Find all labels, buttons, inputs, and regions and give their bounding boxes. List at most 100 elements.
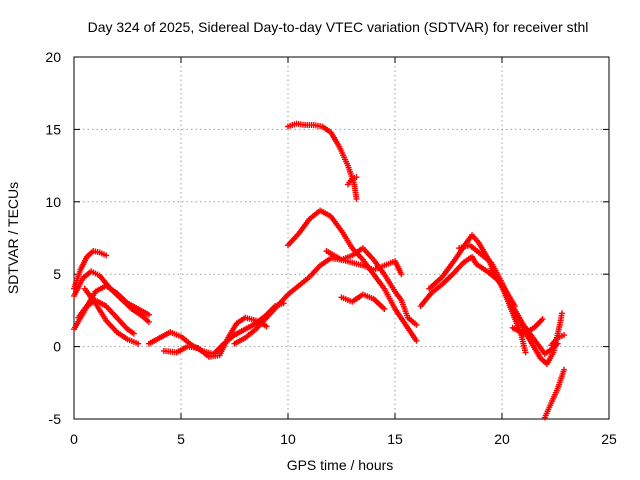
y-axis-label: SDTVAR / TECUs	[5, 182, 21, 294]
series-track-19	[509, 316, 546, 337]
interpolated-marks	[308, 208, 322, 221]
interpolated-marks	[340, 253, 354, 262]
interpolated-marks	[440, 258, 457, 279]
interpolated-marks	[371, 258, 386, 276]
interpolated-marks	[383, 259, 396, 268]
interpolated-marks	[470, 255, 479, 266]
interpolated-marks	[476, 241, 489, 259]
interpolated-marks	[287, 121, 298, 129]
interpolated-marks	[318, 208, 333, 219]
interpolated-marks	[104, 319, 119, 334]
interpolated-marks	[325, 249, 343, 262]
grid-lines	[74, 57, 609, 419]
interpolated-marks	[81, 269, 93, 281]
data-point	[145, 318, 152, 325]
interpolated-marks	[78, 255, 89, 271]
interpolated-marks	[286, 284, 300, 297]
interpolated-marks	[94, 298, 108, 309]
y-tick-label: 15	[45, 121, 61, 137]
interpolated-marks	[115, 291, 129, 305]
interpolated-marks	[254, 316, 269, 331]
interpolated-marks	[329, 215, 344, 232]
data-point	[413, 321, 420, 328]
interpolated-marks	[275, 293, 290, 308]
interpolated-marks	[372, 297, 386, 311]
interpolated-marks	[549, 387, 560, 405]
interpolated-marks	[233, 335, 247, 346]
interpolated-marks	[362, 292, 375, 301]
interpolated-marks	[115, 330, 129, 342]
interpolated-marks	[451, 261, 465, 276]
interpolated-marks	[312, 122, 324, 130]
interpolated-marks	[83, 287, 98, 305]
interpolated-marks	[243, 321, 258, 332]
interpolated-marks	[304, 122, 315, 129]
interpolated-marks	[71, 268, 83, 290]
interpolated-marks	[94, 283, 108, 294]
interpolated-marks	[90, 269, 101, 278]
interpolated-marks	[468, 243, 482, 256]
x-tick-label: 0	[70, 431, 78, 447]
interpolated-marks	[532, 317, 545, 330]
interpolated-marks	[147, 335, 161, 346]
interpolated-marks	[307, 264, 322, 279]
series-track-13	[338, 291, 388, 312]
interpolated-marks	[475, 262, 489, 274]
interpolated-marks	[235, 315, 247, 326]
interpolated-marks	[104, 283, 119, 295]
interpolated-marks	[532, 338, 547, 356]
interpolated-marks	[196, 346, 211, 359]
data-point	[558, 310, 565, 317]
interpolated-marks	[126, 301, 140, 311]
data-point	[413, 337, 420, 344]
interpolated-marks	[557, 312, 565, 326]
x-tick-label: 10	[280, 431, 296, 447]
interpolated-marks	[92, 248, 101, 255]
data-point	[522, 349, 529, 356]
x-axis-label: GPS time / hours	[287, 457, 394, 473]
interpolated-marks	[406, 316, 418, 327]
data-series-group	[71, 120, 568, 421]
data-point	[353, 195, 360, 202]
interpolated-marks	[163, 348, 178, 356]
data-point	[263, 323, 270, 330]
interpolated-marks	[286, 232, 301, 247]
interpolated-marks	[126, 327, 136, 336]
interpolated-marks	[382, 287, 397, 310]
x-tick-label: 20	[494, 431, 510, 447]
data-point	[103, 252, 110, 259]
data-point	[561, 332, 568, 339]
data-point	[130, 330, 137, 337]
interpolated-marks	[545, 351, 556, 366]
data-point	[353, 174, 360, 181]
x-tick-label: 5	[177, 431, 185, 447]
interpolated-marks	[130, 307, 144, 318]
interpolated-marks	[126, 337, 140, 346]
interpolated-marks	[555, 368, 567, 390]
axis-ticks	[73, 56, 610, 420]
interpolated-marks	[175, 344, 189, 355]
interpolated-marks	[479, 252, 493, 265]
interpolated-marks	[430, 282, 444, 295]
interpolated-marks	[351, 183, 360, 200]
series-track-5	[81, 285, 142, 347]
x-axis-tick-labels: 0 5 10 15 20 25	[70, 431, 617, 447]
interpolated-marks	[403, 323, 419, 343]
interpolated-marks	[511, 325, 525, 336]
interpolated-marks	[141, 314, 151, 324]
interpolated-marks	[328, 131, 342, 148]
series-track-11	[285, 120, 360, 202]
data-point	[145, 311, 152, 318]
interpolated-marks	[320, 124, 333, 135]
series-track-14	[323, 245, 420, 328]
y-axis-tick-labels: -5 0 5 10 15 20	[45, 49, 61, 427]
interpolated-marks	[115, 316, 129, 331]
interpolated-marks	[371, 273, 386, 290]
interpolated-marks	[337, 145, 350, 167]
y-tick-label: 0	[53, 339, 61, 355]
interpolated-marks	[297, 217, 312, 235]
interpolated-marks	[340, 295, 354, 304]
interpolated-marks	[339, 229, 355, 250]
interpolated-marks	[346, 177, 354, 186]
y-tick-label: 5	[53, 266, 61, 282]
